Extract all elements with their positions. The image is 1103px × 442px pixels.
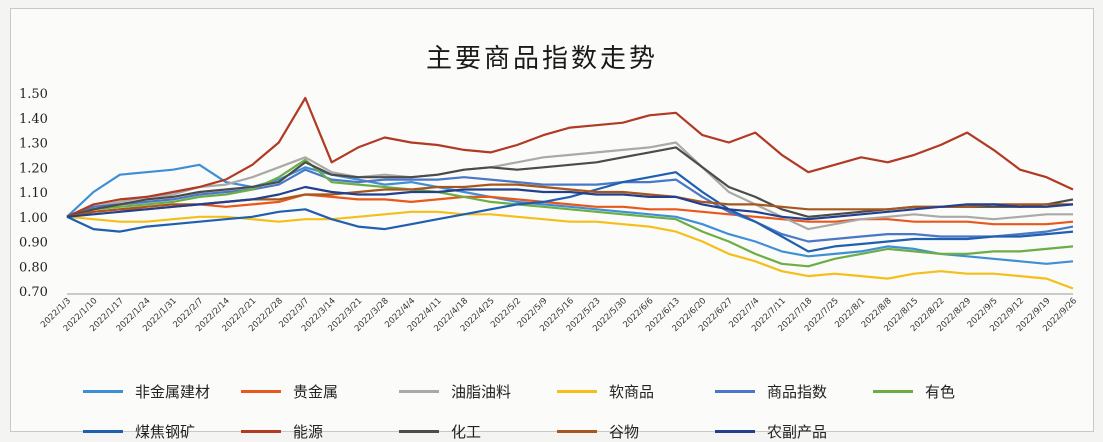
legend-item: 农副产品 [715,421,827,441]
y-tick-label: 0.70 [19,285,48,300]
legend-item: 化工 [399,421,481,441]
legend-label: 化工 [451,422,482,441]
legend-label: 贵金属 [293,382,339,401]
y-tick-label: 1.10 [19,186,48,201]
y-tick-label: 1.40 [19,112,48,127]
legend-item: 油脂油料 [399,381,511,401]
chart-title: 主要商品指数走势 [426,44,658,74]
y-tick-label: 1.50 [19,87,48,102]
y-tick-label: 0.90 [19,236,48,251]
legend-swatch [241,389,281,393]
legend-swatch [557,429,597,433]
legend-item: 谷物 [557,421,639,441]
series-line [66,168,1074,243]
legend-swatch [83,389,123,393]
series-lines [66,96,1074,290]
legend-swatch [715,429,755,433]
legend-swatch [873,389,913,393]
legend-item: 煤焦钢矿 [83,421,195,441]
legend-label: 商品指数 [767,382,828,401]
legend-swatch [399,429,439,433]
legend-label: 油脂油料 [451,382,512,401]
legend-label: 能源 [293,422,324,441]
legend-swatch [399,389,439,393]
legend-item: 有色 [873,381,955,401]
chart-frame: 主要商品指数走势 1.50 1.40 1.30 1.20 1.10 1.00 0.90 0.8… [10,8,1094,441]
legend-label: 农副产品 [767,422,828,441]
legend-item: 商品指数 [715,381,827,401]
x-axis-labels: 2022/1/32022/1/102022/1/172022/1/242022/… [39,296,1079,334]
legend-label: 有色 [925,382,956,401]
y-axis-labels: 1.50 1.40 1.30 1.20 1.10 1.00 0.90 0.80 0.70 [19,87,48,300]
series-line [66,158,1074,268]
series-line [66,163,1074,265]
legend-swatch [241,429,281,433]
y-tick-label: 0.80 [19,260,48,275]
y-tick-label: 1.20 [19,161,48,176]
legend-label: 煤焦钢矿 [135,422,196,441]
legend-item: 软商品 [557,381,654,401]
series-line [66,185,1074,221]
legend-item: 贵金属 [241,381,338,401]
legend-item: 能源 [241,421,323,441]
legend-swatch [557,389,597,393]
series-line [66,141,1073,231]
series-line [66,96,1074,218]
legend-swatch [83,429,123,433]
y-tick-label: 1.00 [19,211,48,226]
legend-label: 软商品 [609,382,655,401]
legend-label: 非金属建材 [135,382,211,401]
series-line [66,193,1074,226]
y-tick-label: 1.30 [19,137,48,152]
legend-label: 谷物 [609,422,640,441]
legend-item: 非金属建材 [83,381,210,401]
legend-swatch [715,389,755,393]
line-chart: 主要商品指数走势 1.50 1.40 1.30 1.20 1.10 1.00 0.90 0.8… [19,44,1079,334]
series-line [66,171,1074,253]
